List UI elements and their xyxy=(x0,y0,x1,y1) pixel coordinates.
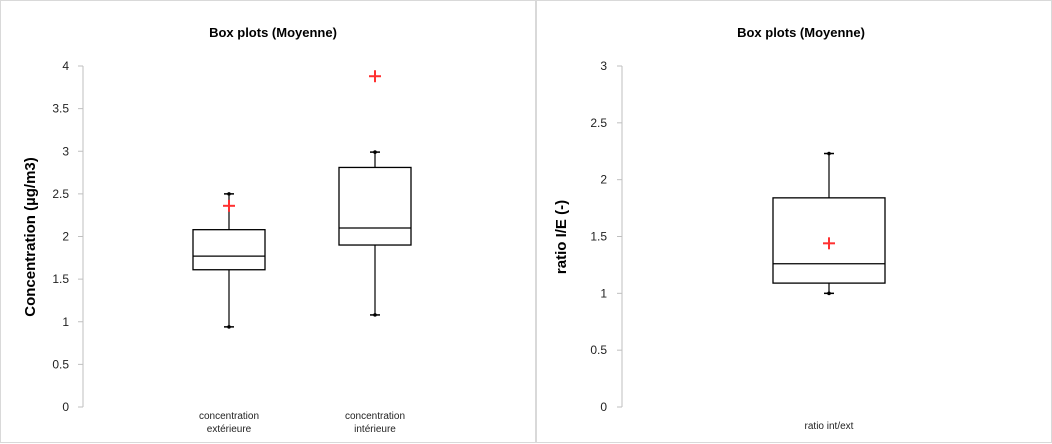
boxplot-ratio: Box plots (Moyenne) ratio I/E (-) 0 0.5 1 1.5… xyxy=(553,25,886,432)
max-point xyxy=(827,151,831,156)
y-tick-label: 1 xyxy=(600,286,607,300)
y-tick-label: 0.5 xyxy=(590,343,607,357)
y-tick-label: 2.5 xyxy=(590,116,607,130)
y-tick-label: 0 xyxy=(600,400,607,414)
y-tick-label: 1.5 xyxy=(590,230,607,244)
y-tick-label: 1.5 xyxy=(52,272,69,286)
x-category-label: extérieure xyxy=(207,424,252,435)
y-tick-label: 4 xyxy=(62,59,69,73)
chart-panel-ratio: Box plots (Moyenne) ratio I/E (-) 0 0.5 1 1.5… xyxy=(536,0,1052,443)
min-point xyxy=(827,291,831,296)
chart-panel-concentration: Box plots (Moyenne) Concentration (µg/m3)… xyxy=(0,0,536,443)
y-axis-label: Concentration (µg/m3) xyxy=(22,157,39,316)
y-tick-label: 0 xyxy=(62,400,69,414)
x-category-label: concentration xyxy=(345,411,405,422)
box-iqr xyxy=(192,229,266,271)
y-tick-label: 2 xyxy=(600,173,607,187)
y-tick-label: 2 xyxy=(62,230,69,244)
chart-title: Box plots (Moyenne) xyxy=(737,25,865,40)
y-tick-label: 0.5 xyxy=(52,357,69,371)
y-tick-label: 2.5 xyxy=(52,187,69,201)
y-tick-label: 1 xyxy=(62,315,69,329)
x-category-label: intérieure xyxy=(354,424,396,435)
max-point xyxy=(227,192,231,196)
boxplot-concentration: Box plots (Moyenne) Concentration (µg/m3)… xyxy=(22,25,412,435)
max-point xyxy=(373,150,377,154)
chart-title: Box plots (Moyenne) xyxy=(209,25,337,40)
box-iqr xyxy=(338,166,412,246)
min-point xyxy=(373,313,377,317)
min-point xyxy=(227,325,231,329)
y-tick-label: 3 xyxy=(600,59,607,73)
y-tick-label: 3.5 xyxy=(52,102,69,116)
x-category-label: ratio int/ext xyxy=(805,421,854,432)
y-axis-label: ratio I/E (-) xyxy=(553,200,570,274)
x-category-label: concentration xyxy=(199,411,259,422)
y-tick-label: 3 xyxy=(62,144,69,158)
